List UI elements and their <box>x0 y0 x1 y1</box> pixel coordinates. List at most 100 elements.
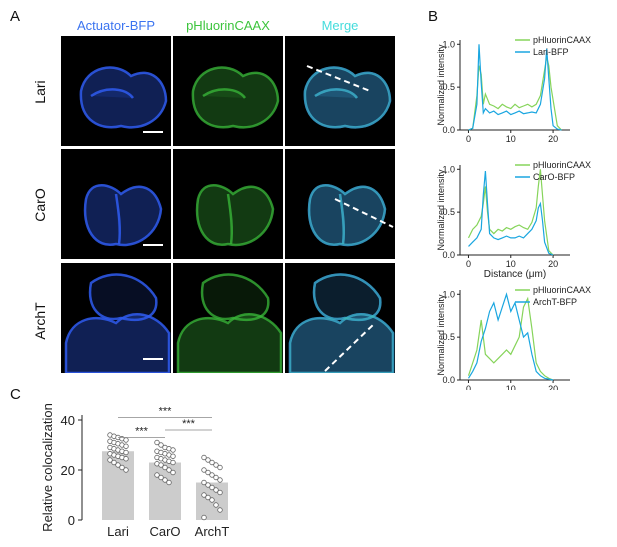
data-point <box>170 453 176 459</box>
micrograph-lari-merge <box>285 36 395 146</box>
scale-bar <box>143 131 163 133</box>
series-line-phluorin <box>467 169 554 256</box>
data-point <box>201 492 207 498</box>
micrograph-caro-actuator <box>61 149 171 259</box>
data-point <box>217 507 223 513</box>
legend-entry: CarO-BFP <box>533 172 575 182</box>
data-point <box>217 477 223 483</box>
y-tick-label: 0.5 <box>442 207 455 217</box>
y-tick-label: 1.0 <box>442 164 455 174</box>
data-point <box>205 482 211 488</box>
data-point <box>209 497 215 503</box>
data-point <box>201 467 207 473</box>
bar-y-axis-label: Relative colocalization <box>40 403 55 532</box>
data-point <box>162 477 168 483</box>
x-tick-label: 20 <box>548 134 558 144</box>
panel-letter-b: B <box>428 8 439 25</box>
data-point <box>123 449 129 456</box>
scale-bar <box>143 244 163 246</box>
data-point <box>123 456 129 462</box>
data-point <box>166 467 172 473</box>
micrograph-caro-merge <box>285 149 395 259</box>
line-plot-2: 0.0 0.5 1.0 0 10 20 Normalized intensity Distan… <box>436 160 591 280</box>
y-tick-label: 0.0 <box>442 375 455 385</box>
significance-label: *** <box>159 406 173 418</box>
column-title-merge: Merge <box>321 18 359 33</box>
bar-y-tick-label: 20 <box>61 463 75 478</box>
data-point <box>217 464 223 471</box>
data-point <box>209 459 215 466</box>
legend-entry: pHluorinCAAX <box>533 285 591 295</box>
bar-y-tick-label: 0 <box>68 513 75 528</box>
row-label-archt: ArchT <box>32 302 48 340</box>
y-tick-label: 0.5 <box>442 82 455 92</box>
micrograph-lari-phluorin <box>173 36 283 146</box>
y-axis-label: Normalized intensity <box>436 294 446 376</box>
x-tick-label: 0 <box>466 134 471 144</box>
legend-entry: pHluorinCAAX <box>533 35 591 45</box>
data-point <box>205 469 211 476</box>
data-point <box>201 479 207 486</box>
line-plot-1: 0.0 0.5 1.0 0 10 20 Normalized intensity pHluor… <box>436 35 591 144</box>
legend-entry: ArchT-BFP <box>533 297 577 307</box>
data-point <box>170 469 176 476</box>
data-point <box>158 442 164 448</box>
data-point <box>115 462 121 468</box>
line-profile-dashed <box>324 322 376 372</box>
scale-bar <box>143 358 163 360</box>
data-point <box>119 464 125 471</box>
x-tick-label: 20 <box>548 259 558 269</box>
data-point <box>123 437 129 443</box>
data-point <box>166 479 172 486</box>
y-tick-label: 1.0 <box>442 289 455 299</box>
bar-caro <box>149 462 181 520</box>
data-point <box>123 443 129 449</box>
y-tick-label: 0.0 <box>442 250 455 260</box>
bar-chart-panel: 0 20 40 Relative colocalization Lari CarO Arch… <box>40 403 230 539</box>
x-tick-label: 10 <box>506 134 516 144</box>
data-point <box>205 457 211 463</box>
y-axis-label: Normalized intensity <box>436 169 446 251</box>
y-tick-label: 0.0 <box>442 125 455 135</box>
line-plots-panel: 0.0 0.5 1.0 0 10 20 Normalized intensity pHluor… <box>436 35 591 390</box>
row-label-caro: CarO <box>32 188 48 222</box>
data-point <box>213 474 219 481</box>
bar-category-label: ArchT <box>195 524 230 539</box>
data-point <box>209 484 215 491</box>
x-tick-label: 10 <box>506 259 516 269</box>
data-point <box>213 502 219 508</box>
data-point <box>205 494 211 501</box>
data-point <box>154 439 160 446</box>
significance-label: *** <box>182 418 196 430</box>
bar-category-label: CarO <box>149 524 180 539</box>
legend-entry: pHluorinCAAX <box>533 160 591 170</box>
bar-category-label: Lari <box>107 524 129 539</box>
data-point <box>209 472 215 478</box>
micrograph-archt-actuator <box>61 263 171 373</box>
data-point <box>158 474 164 481</box>
data-point <box>158 462 164 468</box>
data-point <box>154 472 160 478</box>
x-tick-label: 0 <box>466 384 471 390</box>
line-profile-dashed <box>334 198 394 228</box>
data-point <box>201 514 207 521</box>
bar-y-tick-label: 40 <box>61 413 75 428</box>
data-point <box>111 459 117 466</box>
panel-letter-c: C <box>10 386 21 403</box>
data-point <box>213 487 219 493</box>
data-point <box>123 467 129 473</box>
data-point <box>217 489 223 496</box>
micrograph-archt-merge <box>285 263 395 373</box>
series-line-actuator <box>468 44 562 131</box>
micrograph-archt-phluorin <box>173 263 283 373</box>
column-title-actuator: Actuator-BFP <box>76 18 156 33</box>
column-title-phluorin: pHluorinCAAX <box>186 18 270 33</box>
data-point <box>162 464 168 471</box>
y-tick-label: 0.5 <box>442 332 455 342</box>
bar-lari <box>102 451 134 520</box>
x-tick-label: 10 <box>506 384 516 390</box>
data-point <box>170 459 176 466</box>
x-tick-label: 20 <box>548 384 558 390</box>
data-point <box>170 447 176 453</box>
